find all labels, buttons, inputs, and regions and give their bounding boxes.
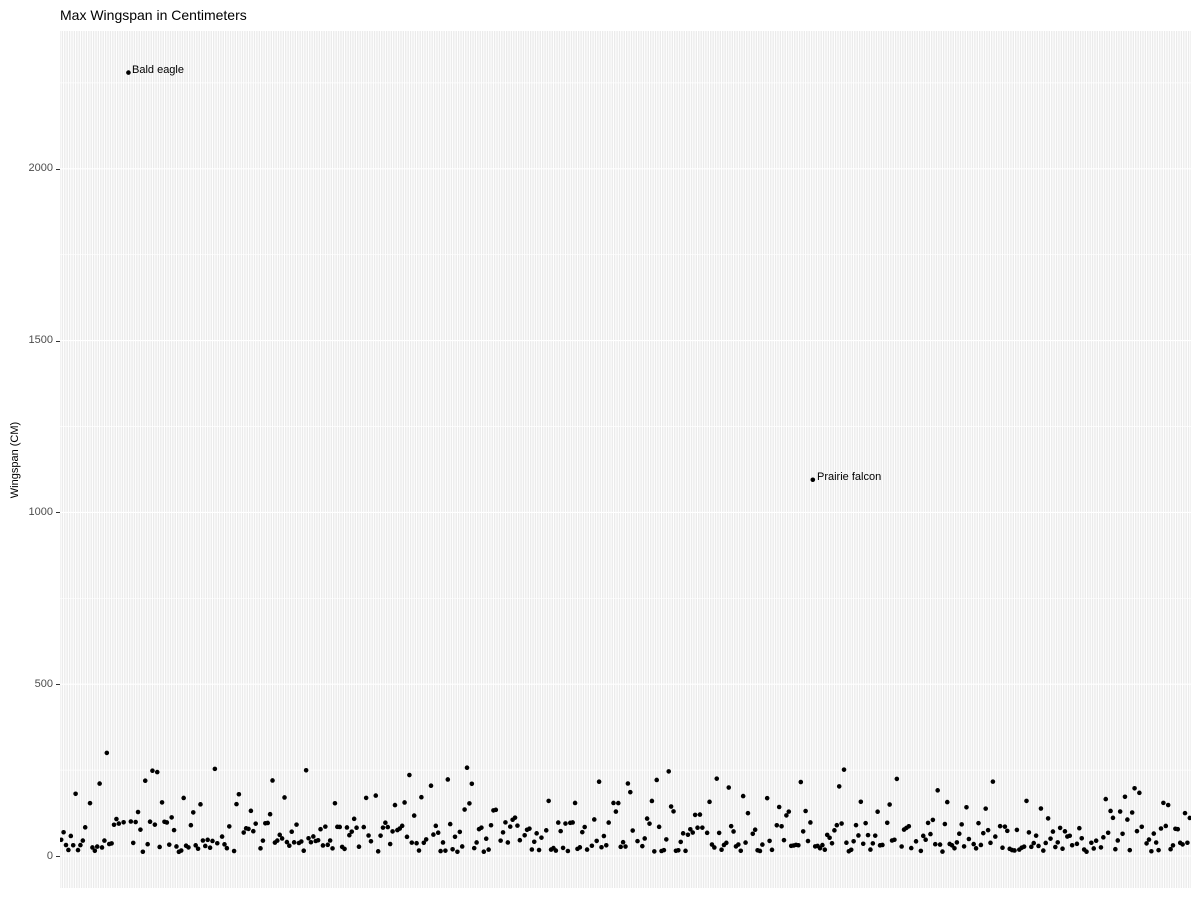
y-axis-tick-label: 2000 xyxy=(28,162,53,174)
y-axis-tick xyxy=(56,169,60,170)
y-axis-tick xyxy=(56,684,60,685)
y-axis-title: Wingspan (CM) xyxy=(9,421,21,499)
y-axis-tick-label: 1000 xyxy=(28,506,53,518)
plot-title: Max Wingspan in Centimeters xyxy=(60,7,247,23)
vertical-gridlines xyxy=(60,31,1191,888)
y-axis-tick xyxy=(56,512,60,513)
y-axis-tick xyxy=(56,341,60,342)
annotation-label-prairie-falcon: Prairie falcon xyxy=(817,471,882,483)
horizontal-major-gridlines xyxy=(60,168,1191,857)
annotation-label-bald-eagle: Bald eagle xyxy=(132,64,184,76)
y-axis-tick-label: 0 xyxy=(46,850,53,862)
horizontal-minor-gridlines xyxy=(60,82,1191,771)
data-points-layer xyxy=(60,70,1191,855)
y-axis-tick-label: 500 xyxy=(34,678,53,690)
scatter-plot-canvas xyxy=(60,31,1191,888)
y-axis-tick xyxy=(56,856,60,857)
y-axis-tick-label: 1500 xyxy=(28,334,53,346)
